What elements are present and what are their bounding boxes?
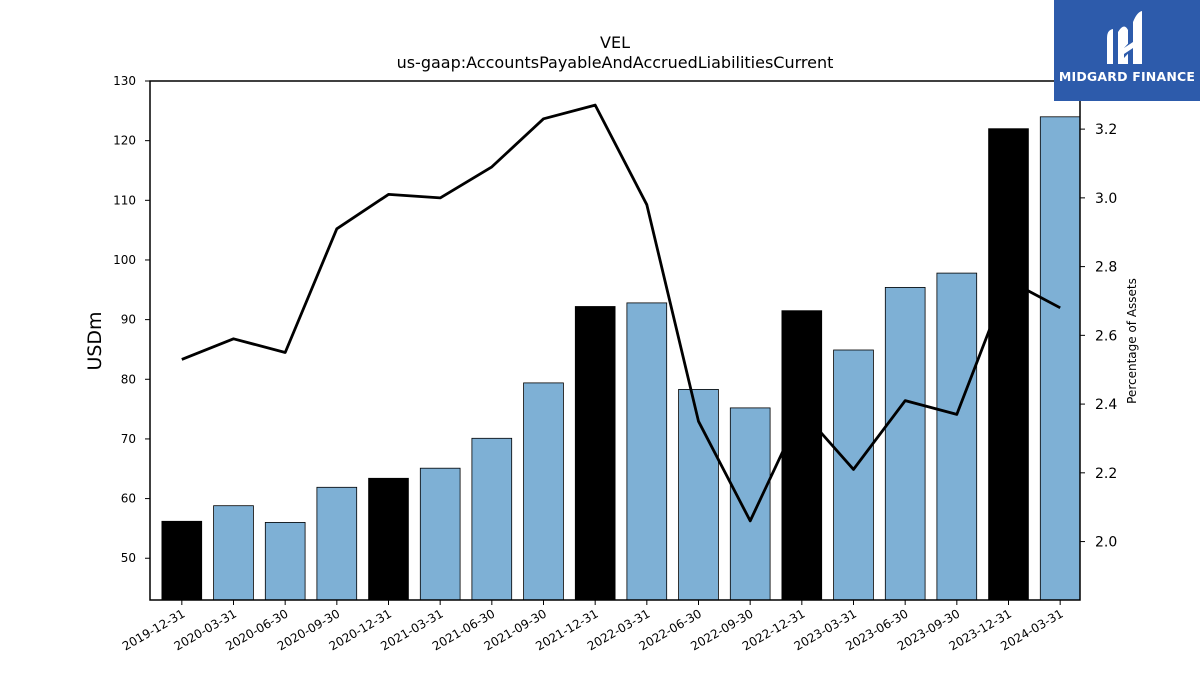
left-tick-label: 90	[121, 313, 136, 327]
right-axis: 2.0 2.2 2.4 2.6 2.8 3.0 3.2	[1080, 122, 1117, 551]
bar-2023-03-31	[833, 349, 874, 601]
bar-2020-06-30	[264, 522, 306, 601]
bar-2022-12-31	[781, 310, 823, 601]
right-tick-label: 3.0	[1095, 191, 1117, 207]
bar-2024-03-31	[1039, 116, 1081, 601]
logo-text: MIDGARD FINANCE	[1058, 69, 1196, 84]
bar-2019-12-31	[161, 520, 203, 601]
bar-2020-09-30	[316, 486, 358, 601]
left-tick-label: 120	[113, 134, 136, 148]
left-tick-label: 80	[121, 372, 136, 386]
right-tick-label: 2.4	[1095, 397, 1117, 413]
percentage-line	[181, 103, 1061, 523]
right-tick-label: 2.2	[1095, 466, 1117, 482]
bar-2022-06-30	[678, 388, 719, 601]
left-tick-label: 60	[121, 492, 136, 506]
right-tick-label: 2.8	[1095, 260, 1117, 276]
right-tick-label: 2.0	[1095, 535, 1117, 551]
chart-subtitle: us-gaap:AccountsPayableAndAccruedLiabili…	[397, 53, 834, 72]
left-tick-label: 50	[121, 551, 136, 565]
bar-2023-06-30	[884, 286, 926, 601]
brand-logo: MIDGARD FINANCE	[1054, 0, 1200, 101]
bar-2021-12-31	[574, 306, 616, 601]
line-group	[181, 103, 1061, 523]
left-tick-label: 100	[113, 253, 136, 267]
x-axis: 2019-12-312020-03-312020-06-302020-09-30…	[120, 600, 1066, 653]
plot-frame	[149, 80, 1081, 601]
left-axis: 50 60 70 80 90 100 110 120 130	[113, 74, 150, 565]
left-tick-label: 70	[121, 432, 136, 446]
bar-2023-09-30	[936, 272, 978, 601]
bar-2020-03-31	[213, 505, 254, 601]
bar-2022-03-31	[626, 302, 668, 601]
bar-2022-09-30	[729, 407, 771, 601]
left-tick-label: 110	[113, 193, 136, 207]
right-tick-label: 2.6	[1095, 328, 1117, 344]
right-tick-label: 3.2	[1095, 122, 1117, 138]
logo-mark-icon	[1107, 11, 1142, 65]
left-tick-label: 130	[113, 74, 136, 88]
bars-group	[161, 116, 1081, 601]
y-axis-label-right: Percentage of Assets	[1125, 278, 1139, 404]
bar-2021-06-30	[471, 437, 513, 601]
bar-2020-12-31	[368, 477, 409, 601]
bar-2023-12-31	[988, 128, 1029, 601]
bar-2021-03-31	[419, 467, 461, 601]
chart-title: VEL	[600, 33, 630, 52]
y-axis-label-left: USDm	[84, 311, 106, 370]
bar-2021-09-30	[523, 382, 564, 601]
